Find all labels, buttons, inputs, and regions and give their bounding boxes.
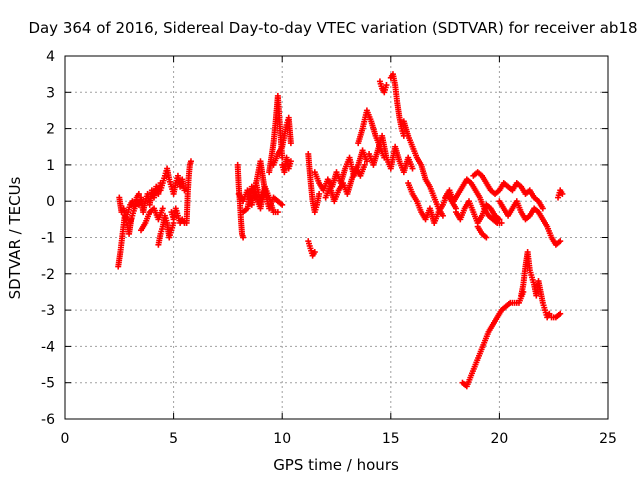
data-point bbox=[159, 205, 166, 212]
x-tick-label: 25 bbox=[599, 431, 617, 447]
data-point bbox=[539, 205, 546, 212]
y-tick-label: -2 bbox=[41, 267, 55, 283]
y-tick-label: -4 bbox=[41, 339, 55, 355]
y-tick-label: 4 bbox=[46, 49, 55, 65]
x-tick-label: 5 bbox=[169, 431, 178, 447]
data-point bbox=[383, 82, 390, 89]
data-point bbox=[287, 140, 294, 147]
x-axis-label: GPS time / hours bbox=[273, 456, 399, 474]
data-point bbox=[546, 310, 553, 317]
data-point bbox=[483, 234, 490, 241]
y-tick-label: 2 bbox=[46, 122, 55, 138]
data-point bbox=[240, 234, 247, 241]
x-tick-label: 20 bbox=[490, 431, 508, 447]
data-point bbox=[557, 238, 564, 245]
x-tick-label: 10 bbox=[273, 431, 291, 447]
data-point bbox=[135, 190, 142, 197]
x-tick-label: 15 bbox=[382, 431, 400, 447]
data-point bbox=[557, 310, 564, 317]
grid-layer bbox=[65, 56, 608, 419]
data-point bbox=[409, 165, 416, 172]
data-point bbox=[287, 158, 294, 165]
data-point bbox=[439, 212, 446, 219]
plot-frame bbox=[64, 55, 609, 420]
y-tick-label: -5 bbox=[41, 376, 55, 392]
data-point bbox=[316, 190, 323, 197]
chart-title: Day 364 of 2016, Sidereal Day-to-day VTE… bbox=[28, 19, 637, 37]
data-point bbox=[261, 187, 268, 194]
y-tick-label: -3 bbox=[41, 303, 55, 319]
data-point bbox=[311, 249, 318, 256]
data-layer bbox=[115, 71, 566, 390]
data-point bbox=[181, 187, 188, 194]
tick-layer: 0 5 10 15 20 25 -6 -5 -4 -3 -2 -1 0 1 2 3 4 bbox=[41, 49, 617, 447]
data-point bbox=[361, 161, 368, 168]
data-point bbox=[559, 190, 566, 197]
y-tick-label: 0 bbox=[46, 194, 55, 210]
y-tick-label: -6 bbox=[41, 412, 55, 428]
data-point bbox=[187, 158, 194, 165]
y-tick-label: 3 bbox=[46, 85, 55, 101]
data-point bbox=[498, 219, 505, 226]
y-axis-label: SDTVAR / TECUs bbox=[6, 176, 24, 299]
x-tick-label: 0 bbox=[61, 431, 70, 447]
y-tick-label: -1 bbox=[41, 231, 55, 247]
y-tick-label: 1 bbox=[46, 158, 55, 174]
data-point bbox=[279, 201, 286, 208]
data-point bbox=[496, 216, 503, 223]
data-point bbox=[274, 209, 281, 216]
